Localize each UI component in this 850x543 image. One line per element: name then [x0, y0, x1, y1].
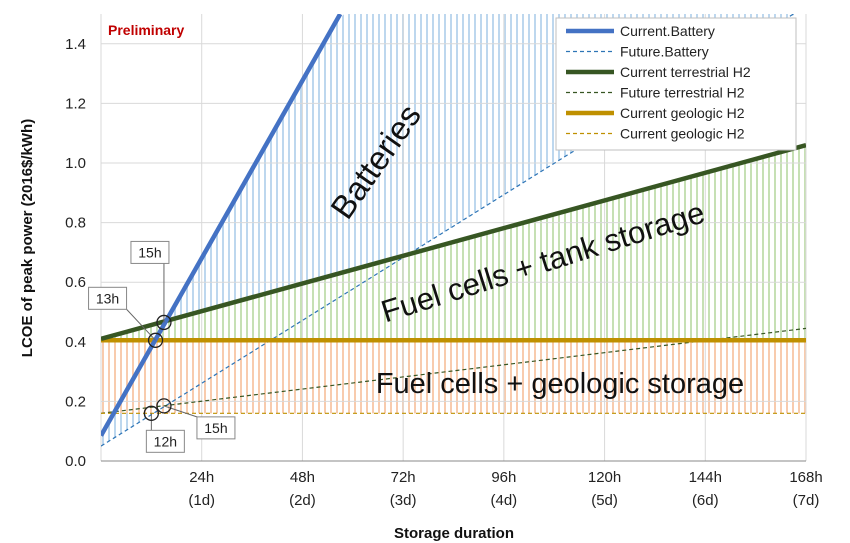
legend-label: Current geologic H2: [620, 126, 745, 142]
callout-box: [196, 416, 236, 440]
x-tick-label: 96h: [491, 469, 516, 486]
x-tick-label: 48h: [290, 469, 315, 486]
series-line: [101, 14, 343, 437]
y-axis-title: LCOE of peak power (2016$/kWh): [19, 119, 36, 357]
y-tick-label: 0.2: [65, 393, 86, 410]
x-tick-labels: 24h (1d) 48h (2d) 72h (3d) 96h (4d) 120h (5d) 144h…: [188, 469, 822, 509]
y-tick-label: 0.8: [65, 215, 86, 232]
x-tick-label: 24h: [189, 469, 214, 486]
callout-leader: [163, 405, 198, 418]
legend: Current.Battery Future.Battery Current ter…: [555, 17, 797, 151]
callout-label: 15h: [138, 244, 161, 260]
legend-label: Current.Battery: [620, 23, 715, 39]
x-tick-sublabel: (6d): [692, 492, 719, 509]
x-tick-sublabel: (7d): [793, 492, 820, 509]
legend-box: [555, 17, 797, 151]
x-tick-sublabel: (4d): [491, 492, 518, 509]
x-tick-label: 120h: [588, 469, 621, 486]
callout-box: [88, 286, 128, 310]
callout-label: 13h: [96, 290, 119, 306]
legend-label: Current geologic H2: [620, 105, 745, 121]
x-tick-sublabel: (5d): [591, 492, 618, 509]
legend-label: Future.Battery: [620, 44, 709, 60]
region-label-geologic-storage: Fuel cells + geologic storage: [376, 368, 744, 400]
y-tick-label: 1.4: [65, 36, 86, 53]
callout-layer: 13h 15h 12h 15h: [88, 240, 236, 453]
y-tick-label: 0.6: [65, 274, 86, 291]
preliminary-annotation: Preliminary: [108, 22, 184, 38]
x-tick-sublabel: (1d): [188, 492, 215, 509]
y-tick-label: 1.2: [65, 95, 86, 112]
x-tick-label: 72h: [391, 469, 416, 486]
callout-box: [130, 240, 170, 264]
y-tick-label: 0.0: [65, 453, 86, 470]
y-tick-label: 1.0: [65, 155, 86, 172]
callout-marker: [156, 314, 172, 331]
callout-label: 15h: [204, 420, 227, 436]
x-tick-label: 168h: [789, 469, 822, 486]
series-line: [101, 142, 806, 341]
callout-marker: [156, 398, 172, 414]
legend-label: Future terrestrial H2: [620, 85, 745, 101]
legend-label: Current terrestrial H2: [620, 64, 751, 80]
x-tick-label: 144h: [689, 469, 722, 486]
y-tick-labels: 0.0 0.2 0.4 0.6 0.8 1.0 1.2 1.4: [65, 36, 86, 470]
x-tick-sublabel: (3d): [390, 492, 417, 509]
y-tick-label: 0.4: [65, 334, 86, 351]
region-geologic-fill: [101, 340, 806, 414]
callout-marker: [143, 405, 160, 421]
callout-marker: [147, 332, 164, 348]
series-layer: [101, 14, 806, 447]
region-batteries-fill: [101, 14, 806, 447]
x-tick-sublabel: (2d): [289, 492, 316, 509]
callout-label: 12h: [154, 433, 177, 449]
x-axis-title: Storage duration: [394, 525, 514, 542]
callout-box: [145, 429, 185, 453]
